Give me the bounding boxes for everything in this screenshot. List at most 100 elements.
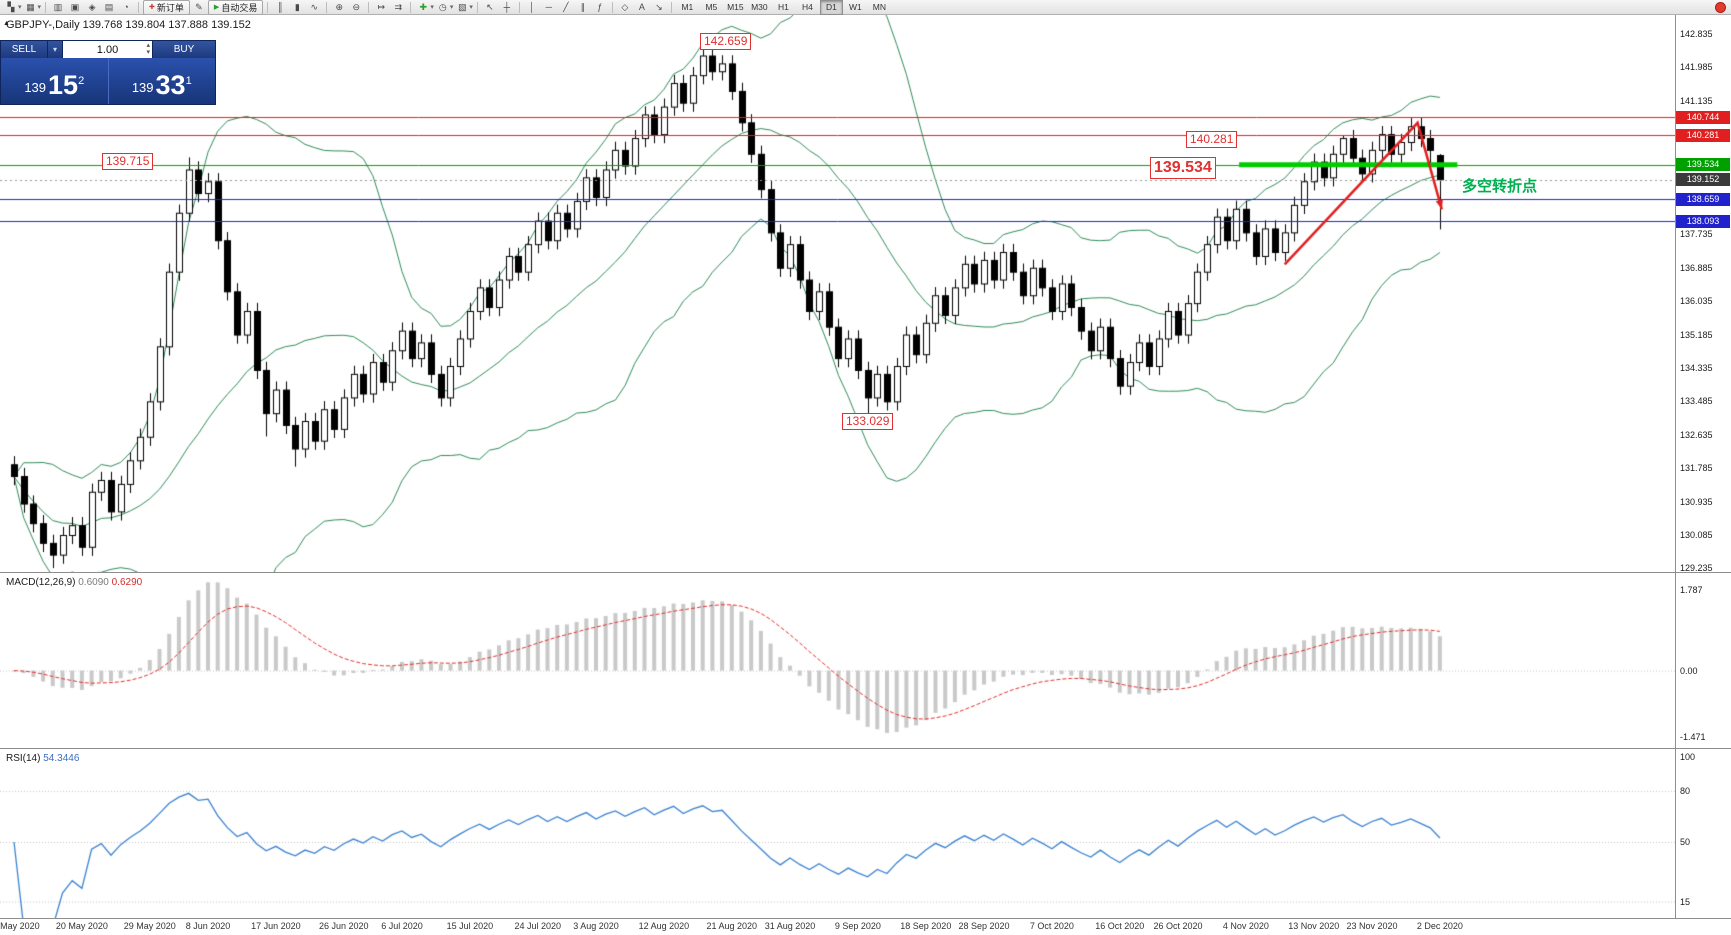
line-chart-icon[interactable]: ∿ — [310, 1, 319, 12]
market-watch-icon[interactable]: ▥ — [53, 1, 63, 12]
chart-ohlc-header: GBPJPY-,Daily 139.768 139.804 137.888 13… — [6, 19, 251, 31]
fibonacci-icon[interactable]: ƒ — [597, 2, 603, 12]
timeframe-button-mn[interactable]: MN — [872, 2, 886, 12]
timeframe-button-d1[interactable]: D1 — [819, 0, 843, 15]
sell-options-dropdown[interactable]: ▾ — [47, 41, 62, 58]
timeframe-button-m15[interactable]: M15 — [727, 2, 744, 12]
data-window-icon[interactable]: ▣ — [70, 1, 80, 12]
price-line-label: 139.152 — [1676, 173, 1730, 187]
price-level-label[interactable]: 133.029 — [842, 413, 894, 430]
price-level-label[interactable]: 139.715 — [102, 153, 154, 170]
price-chart-canvas[interactable] — [0, 15, 1675, 572]
timeframe-button-w1[interactable]: W1 — [849, 2, 862, 12]
price-level-label[interactable]: 142.659 — [700, 33, 752, 50]
price-level-label[interactable]: 140.281 — [1186, 131, 1238, 148]
volume-increase-icon[interactable]: ▴ — [146, 42, 150, 49]
strategy-tester-icon[interactable]: ◔ — [123, 2, 129, 12]
metaeditor-icon[interactable]: ✎ — [195, 1, 203, 12]
price-axis-label: 130.085 — [1680, 530, 1713, 541]
candlestick-chart-icon[interactable]: ▮ — [294, 1, 300, 12]
timeframe-button-h4[interactable]: H4 — [801, 2, 813, 12]
volume-decrease-icon[interactable]: ▾ — [146, 49, 150, 56]
auto-scroll-icon[interactable]: ↦ — [377, 1, 386, 12]
main-toolbar: ▚ ▾ ▦ ▾ ▥ ▣ ◈ ▤ ◔ ✚ 新订单 ✎ ▶ 自动交易 ║ ▮ ∿ ⊕ ⊖ ↦ ⇉ ✚ ▾ ◷ ▾ ▧ ▾ ↖ ┼ │ ─ ╱ ∥ ƒ ◇… — [0, 0, 1731, 15]
vertical-line-icon[interactable]: │ — [529, 2, 535, 12]
time-axis-label: 15 Jul 2020 — [446, 921, 494, 931]
time-axis-label: 9 Sep 2020 — [834, 921, 881, 931]
rsi-axis-label: 80 — [1680, 786, 1691, 796]
sell-button[interactable]: SELL — [1, 41, 47, 58]
timeframe-button-m5[interactable]: M5 — [705, 2, 718, 12]
time-axis-label: 2 Dec 2020 — [1416, 921, 1463, 931]
zoom-out-icon[interactable]: ⊖ — [352, 1, 361, 12]
buy-button[interactable]: BUY — [153, 41, 215, 58]
volume-value: 1.00 — [96, 43, 119, 56]
chevron-down-icon: ▾ — [449, 4, 454, 11]
price-line-label: 139.534 — [1676, 158, 1730, 172]
crosshair-icon[interactable]: ┼ — [503, 2, 511, 12]
profiles-icon[interactable]: ▦ — [26, 1, 35, 12]
templates-icon[interactable]: ▧ — [458, 1, 467, 12]
turning-point-note[interactable]: 多空转折点 — [1462, 178, 1538, 195]
toolbar-separator — [670, 1, 672, 13]
chevron-down-icon: ▾ — [52, 45, 57, 54]
periods-icon[interactable]: ◷ — [438, 1, 447, 12]
rsi-pane-canvas[interactable] — [0, 749, 1675, 918]
arrow-object-icon[interactable]: ↘ — [655, 1, 663, 12]
macd-main-value: 0.6090 — [78, 577, 109, 588]
timeframe-button-m30[interactable]: M30 — [751, 2, 768, 12]
navigator-icon[interactable]: ◈ — [88, 1, 96, 12]
new-chart-icon[interactable]: ▚ — [7, 1, 15, 12]
time-axis-label: 3 Aug 2020 — [573, 921, 619, 931]
record-icon — [1715, 1, 1726, 13]
macd-pane-splitter[interactable] — [0, 572, 1731, 573]
one-click-trading-panel: SELL ▾ 1.00 ▴ ▾ BUY 139 15 2 139 33 1 — [0, 40, 216, 105]
price-level-label[interactable]: 139.534 — [1150, 157, 1216, 179]
volume-input[interactable]: 1.00 ▴ ▾ — [62, 41, 153, 58]
new-order-button[interactable]: ✚ 新订单 — [143, 0, 190, 15]
price-axis-label: 133.485 — [1680, 396, 1713, 407]
time-axis-separator — [0, 918, 1731, 919]
chart-shift-icon[interactable]: ⇉ — [394, 1, 403, 12]
price-axis-label: 129.235 — [1680, 563, 1713, 574]
equidistant-channel-icon[interactable]: ∥ — [580, 1, 586, 12]
toolbar-separator — [611, 1, 613, 13]
sell-price-pips: 15 — [48, 69, 79, 100]
shapes-icon[interactable]: ◇ — [621, 1, 629, 12]
horizontal-line-icon[interactable]: ─ — [545, 2, 553, 12]
terminal-icon[interactable]: ▤ — [104, 1, 114, 12]
rsi-pane-splitter[interactable] — [0, 748, 1731, 749]
buy-price-pips: 33 — [155, 69, 186, 100]
buy-price-display[interactable]: 139 33 1 — [109, 58, 216, 104]
price-axis-border — [1675, 15, 1676, 918]
time-axis-label: 16 Oct 2020 — [1095, 921, 1145, 931]
sell-price-display[interactable]: 139 15 2 — [1, 58, 108, 104]
time-axis-label: 17 Jun 2020 — [251, 921, 301, 931]
cursor-icon[interactable]: ↖ — [486, 1, 494, 12]
autotrade-icon: ▶ — [213, 4, 220, 11]
price-axis-label: 137.735 — [1680, 229, 1713, 240]
autotrade-button[interactable]: ▶ 自动交易 — [207, 0, 264, 15]
macd-axis-label: 0.00 — [1680, 665, 1698, 676]
zoom-in-icon[interactable]: ⊕ — [335, 1, 344, 12]
toolbar-separator — [476, 1, 478, 13]
timeframe-button-m1[interactable]: M1 — [681, 2, 694, 12]
timeframe-button-h1[interactable]: H1 — [777, 2, 789, 12]
toolbar-separator — [326, 1, 328, 13]
trendline-icon[interactable]: ╱ — [563, 1, 569, 12]
price-axis-label: 131.785 — [1680, 463, 1713, 474]
macd-pane-canvas[interactable] — [0, 573, 1675, 748]
macd-signal-value: 0.6290 — [111, 577, 143, 588]
text-label-icon[interactable]: A — [638, 2, 645, 12]
price-line-label: 140.281 — [1676, 128, 1730, 142]
time-axis-label: 6 Jul 2020 — [381, 921, 423, 931]
indicators-icon[interactable]: ✚ — [419, 1, 428, 12]
time-axis-label: 7 Oct 2020 — [1029, 921, 1074, 931]
time-axis-label: 18 Sep 2020 — [900, 921, 952, 931]
rsi-indicator-label: RSI(14) 54.3446 — [6, 753, 79, 764]
time-axis-label: 8 Jun 2020 — [185, 921, 231, 931]
bar-chart-icon[interactable]: ║ — [277, 2, 284, 12]
price-axis-label: 136.035 — [1680, 296, 1713, 307]
time-axis-label: 26 Oct 2020 — [1153, 921, 1203, 931]
